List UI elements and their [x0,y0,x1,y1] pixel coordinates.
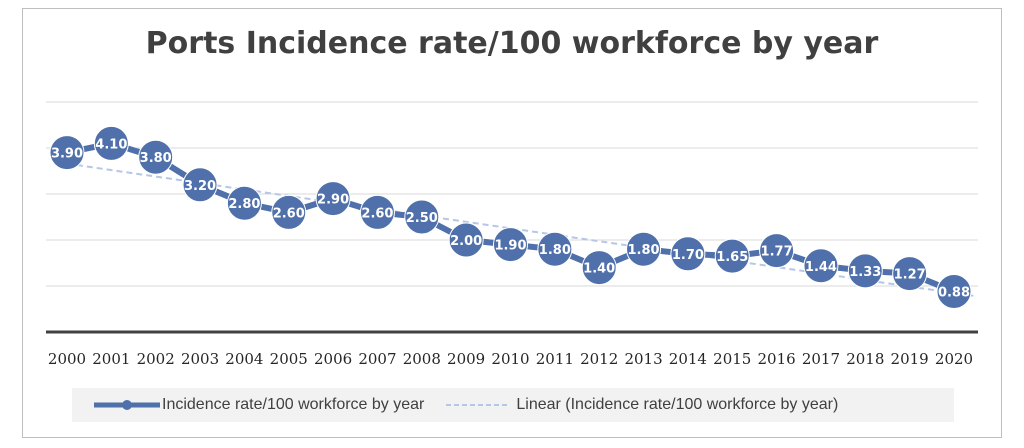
data-point [93,125,129,161]
chart-frame [22,8,1002,438]
legend-series-line-icon [94,400,160,410]
x-tick-label: 2012 [580,350,618,368]
data-point [759,233,795,269]
legend-item-trendline: Linear (Incidence rate/100 workforce by … [446,395,838,415]
x-tick-label: 2013 [624,350,662,368]
legend-series-label: Incidence rate/100 workforce by year [162,396,425,413]
data-label: 2.50 [406,211,438,226]
data-label: 2.60 [273,206,305,221]
x-tick-label: 2000 [48,350,86,368]
data-point [138,139,174,175]
data-point [936,274,972,310]
data-point [670,236,706,272]
x-tick-label: 2020 [935,350,973,368]
data-label: 3.80 [140,151,172,166]
data-label: 1.90 [494,239,526,254]
data-point [714,238,750,274]
data-point [271,194,307,230]
data-point [359,194,395,230]
x-tick-label: 2016 [758,350,796,368]
legend-trendline-icon [446,404,511,406]
legend-item-series: Incidence rate/100 workforce by year [94,395,424,415]
legend-trendline-label: Linear (Incidence rate/100 workforce by … [516,396,839,413]
data-point [226,185,262,221]
x-tick-label: 2019 [891,350,929,368]
data-point [847,253,883,289]
data-point [493,227,528,263]
data-label: 2.90 [317,193,349,208]
x-tick-label: 2001 [92,350,130,368]
data-label: 1.80 [539,243,571,258]
data-label: 1.70 [672,248,704,263]
data-label: 1.44 [805,260,837,275]
data-point [448,222,484,258]
x-tick-label: 2011 [536,350,574,368]
data-point [537,231,573,267]
data-point [892,256,928,292]
data-label: 2.80 [228,197,260,212]
data-label: 4.10 [95,137,127,152]
data-point [315,181,351,217]
data-point [581,250,617,286]
chart-title: Ports Incidence rate/100 workforce by ye… [145,26,879,61]
data-label: 1.77 [761,245,793,260]
data-label: 3.90 [51,147,83,162]
data-label: 1.27 [894,268,926,283]
data-label: 1.65 [716,250,748,265]
data-point [404,199,440,235]
data-label: 0.88 [938,286,970,301]
data-label: 1.40 [583,262,615,277]
x-tick-label: 2014 [669,350,707,368]
x-tick-label: 2003 [181,350,219,368]
data-label: 1.80 [628,243,660,258]
x-tick-label: 2008 [403,350,441,368]
x-tick-label: 2010 [491,350,529,368]
data-point [626,231,662,267]
data-point [182,167,218,203]
x-tick-label: 2015 [713,350,751,368]
data-point [49,135,85,171]
x-tick-label: 2004 [225,350,263,368]
x-tick-label: 2005 [270,350,308,368]
data-label: 3.20 [184,179,216,194]
x-tick-label: 2002 [137,350,175,368]
x-tick-label: 2018 [846,350,884,368]
x-tick-label: 2017 [802,350,840,368]
data-label: 1.33 [849,265,881,280]
x-tick-label: 2007 [358,350,396,368]
data-label: 2.60 [361,206,393,221]
chart-legend: Incidence rate/100 workforce by year Lin… [72,388,954,422]
x-tick-label: 2009 [447,350,485,368]
data-point [803,248,839,284]
x-tick-label: 2006 [314,350,352,368]
data-label: 2.00 [450,234,482,249]
